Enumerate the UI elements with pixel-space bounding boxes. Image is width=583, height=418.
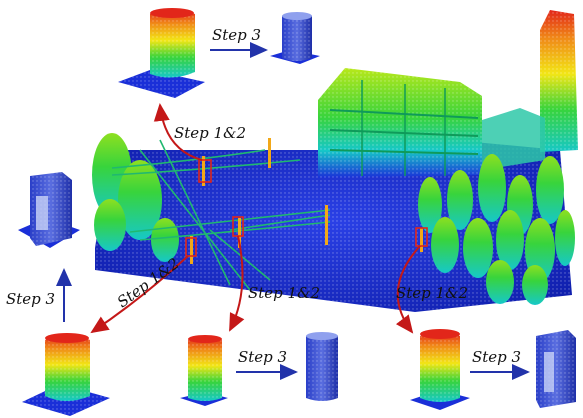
building-point-cloud — [318, 68, 482, 178]
step12-arrow-right — [395, 245, 421, 334]
label-step12-middle: Step 1&2 — [248, 284, 320, 302]
label-step3-right: Step 3 — [472, 348, 521, 366]
label-step3-middle: Step 3 — [238, 348, 287, 366]
step3-arrows — [56, 42, 530, 380]
step12-arrows — [90, 103, 421, 334]
point-cloud-scene — [92, 10, 578, 312]
segmented-object-bottom-left — [22, 333, 110, 416]
label-step12-top: Step 1&2 — [174, 124, 246, 142]
classified-object-bottom-right — [536, 330, 576, 408]
tall-building-point-cloud — [540, 10, 578, 152]
segmented-object-bottom-right — [410, 329, 470, 410]
pole-points — [190, 138, 423, 264]
segmented-object-top — [118, 8, 205, 98]
classified-object-bottom-middle — [306, 332, 338, 401]
label-step3-top: Step 3 — [212, 26, 261, 44]
label-step12-right: Step 1&2 — [396, 284, 468, 302]
classified-object-top — [270, 12, 320, 64]
segmented-object-bottom-middle — [180, 335, 228, 406]
right-trees — [418, 154, 575, 305]
step12-arrow-left — [90, 255, 189, 334]
step12-arrow-top — [153, 103, 203, 161]
selection-box-4 — [415, 227, 428, 247]
selection-box-3 — [185, 237, 197, 257]
selection-box-1 — [198, 159, 212, 183]
step12-arrow-middle — [229, 235, 245, 332]
label-step3-left: Step 3 — [6, 290, 55, 308]
classified-object-left — [18, 172, 80, 248]
